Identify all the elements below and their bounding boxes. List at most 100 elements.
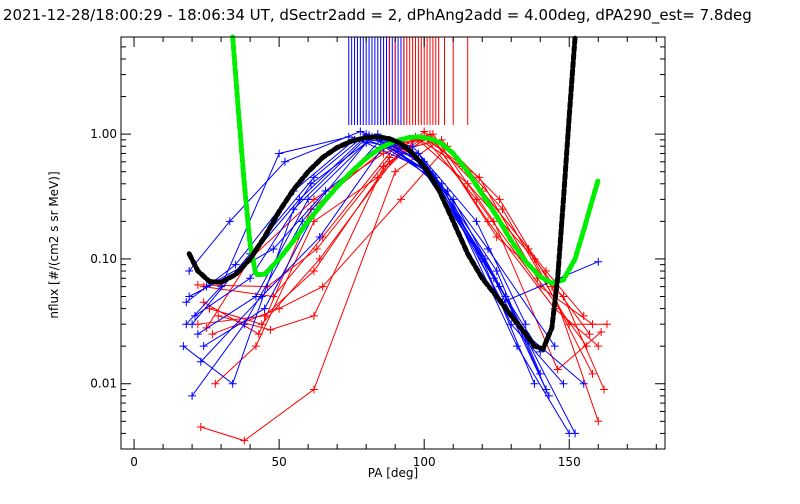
- red-series-point: [379, 162, 388, 171]
- red-series-point: [492, 232, 501, 241]
- blue-series-point: [513, 342, 522, 351]
- blue-series-point: [530, 379, 539, 388]
- red-series-point: [553, 365, 562, 374]
- blue-series-line: [200, 145, 570, 434]
- blue-series-point: [185, 292, 194, 301]
- axes: 0 50 100 150 1.00 0.10 0.01: [90, 36, 666, 469]
- x-tick-label: 150: [558, 455, 581, 469]
- x-axis-label: PA [deg]: [368, 466, 418, 480]
- red-series-point: [193, 280, 202, 289]
- blue-series-point: [240, 320, 249, 329]
- y-tick-label: 0.01: [90, 377, 117, 391]
- blue-series-point: [269, 245, 278, 254]
- red-series-point: [600, 385, 609, 394]
- red-series-point: [585, 330, 594, 339]
- red-series-point: [309, 385, 318, 394]
- red-series-point: [495, 195, 504, 204]
- blue-series-point: [182, 320, 191, 329]
- blue-series-point: [344, 132, 353, 141]
- blue-series-point: [188, 391, 197, 400]
- blue-series-point: [437, 179, 446, 188]
- green-fit-curve: [230, 34, 601, 286]
- blue-series-point: [356, 127, 365, 136]
- x-tick-label: 100: [413, 455, 436, 469]
- red-series-point: [315, 254, 324, 263]
- red-series-point: [602, 320, 611, 329]
- red-series-point: [309, 267, 318, 276]
- red-series-point: [309, 217, 318, 226]
- red-series-point: [214, 311, 223, 320]
- red-series-point: [396, 195, 405, 204]
- chart-title: 2021-12-28/18:00:29 - 18:06:34 UT, dSect…: [3, 6, 752, 25]
- blue-series-point: [594, 257, 603, 266]
- blue-series-point: [559, 379, 568, 388]
- red-series-point: [385, 153, 394, 162]
- blue-series-point: [321, 187, 330, 196]
- blue-series-point: [579, 379, 588, 388]
- blue-series-point: [228, 379, 237, 388]
- red-series-point: [240, 436, 249, 445]
- red-series-point: [266, 325, 275, 334]
- blue-series-point: [550, 342, 559, 351]
- red-series-line: [218, 133, 602, 371]
- blue-series-point: [225, 217, 234, 226]
- red-series-line: [203, 133, 599, 347]
- blue-series-point: [408, 142, 417, 151]
- blue-series-point: [304, 195, 313, 204]
- blue-series-point: [565, 429, 574, 438]
- blue-series-point: [521, 320, 530, 329]
- blue-series-point: [199, 342, 208, 351]
- red-series-point: [251, 342, 260, 351]
- blue-series-point: [231, 260, 240, 269]
- y-tick-label: 0.10: [90, 252, 117, 266]
- plot-area: [179, 34, 611, 445]
- red-series-point: [420, 127, 429, 136]
- blue-series-point: [295, 195, 304, 204]
- red-series-point: [428, 130, 437, 139]
- red-series-point: [597, 327, 606, 336]
- y-axis-label: nflux [#/(cm2 s sr MeV)]: [47, 171, 61, 318]
- red-series-point: [559, 292, 568, 301]
- red-series-point: [489, 217, 498, 226]
- red-series-point: [254, 330, 263, 339]
- blue-series-point: [492, 267, 501, 276]
- red-series-point: [391, 167, 400, 176]
- blue-series-point: [246, 274, 255, 283]
- red-series-point: [524, 245, 533, 254]
- blue-series-point: [185, 267, 194, 276]
- blue-series-point: [289, 205, 298, 214]
- blue-series-line: [203, 139, 564, 385]
- red-series-point: [579, 311, 588, 320]
- red-series-point: [588, 369, 597, 378]
- blue-series-point: [260, 304, 269, 313]
- red-series-point: [542, 267, 551, 276]
- blue-series-point: [307, 179, 316, 188]
- red-series-point: [260, 311, 269, 320]
- blue-series-point: [179, 342, 188, 351]
- blue-series-point: [449, 195, 458, 204]
- red-series-point: [196, 423, 205, 432]
- blue-series-point: [472, 217, 481, 226]
- red-series-point: [309, 311, 318, 320]
- blue-series-point: [481, 254, 490, 263]
- y-tick-label: 1.00: [90, 127, 117, 141]
- plot-frame: [120, 36, 666, 450]
- blue-series-point: [182, 298, 191, 307]
- blue-series-point: [309, 173, 318, 182]
- red-series-point: [318, 282, 327, 291]
- blue-series-point: [315, 232, 324, 241]
- red-series-point: [475, 173, 484, 182]
- blue-series-line: [191, 142, 576, 434]
- x-tick-label: 50: [271, 455, 286, 469]
- red-series-point: [275, 304, 284, 313]
- blue-series-point: [190, 311, 199, 320]
- red-series-point: [594, 342, 603, 351]
- blue-series-point: [193, 330, 202, 339]
- blue-series-point: [280, 157, 289, 166]
- red-series-point: [211, 379, 220, 388]
- red-series-point: [594, 417, 603, 426]
- x-tick-label: 0: [130, 455, 138, 469]
- blue-series-point: [275, 149, 284, 158]
- blue-series-point: [298, 217, 307, 226]
